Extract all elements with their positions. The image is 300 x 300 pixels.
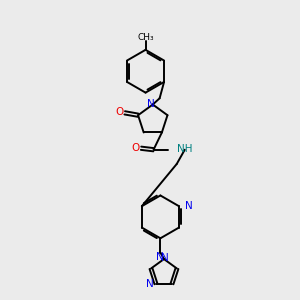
Text: N: N: [146, 99, 154, 109]
Text: CH₃: CH₃: [137, 33, 154, 42]
Text: N: N: [146, 279, 154, 290]
Text: N: N: [185, 201, 193, 211]
Text: O: O: [115, 107, 124, 117]
Text: NH: NH: [177, 144, 192, 154]
Text: N: N: [156, 252, 164, 262]
Text: O: O: [132, 143, 140, 153]
Text: N: N: [161, 253, 168, 262]
